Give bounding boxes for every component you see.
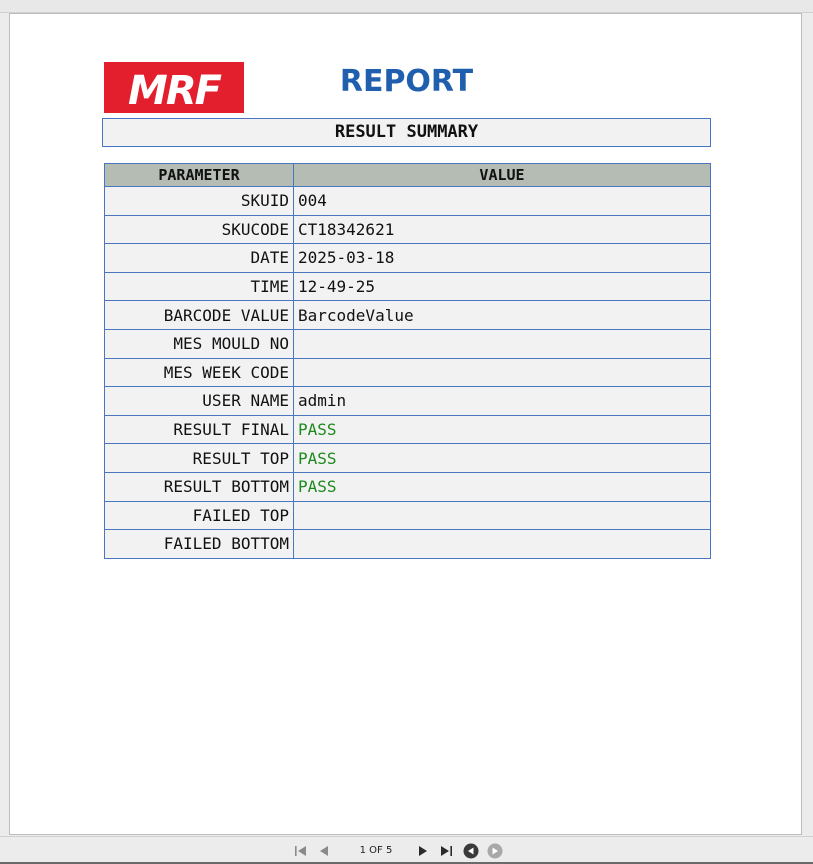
value-cell-pass: PASS bbox=[293, 443, 711, 473]
param-cell: USER NAME bbox=[104, 386, 294, 416]
table-row: RESULT BOTTOM PASS bbox=[104, 471, 711, 502]
table-row: BARCODE VALUE BarcodeValue bbox=[104, 300, 711, 330]
header-value: VALUE bbox=[293, 163, 711, 187]
value-cell: 2025-03-18 bbox=[293, 243, 711, 273]
table-row: SKUCODE CT18342621 bbox=[104, 214, 711, 245]
value-cell bbox=[293, 328, 711, 359]
value-cell bbox=[293, 529, 711, 559]
value-cell bbox=[293, 500, 711, 531]
table-row: MES MOULD NO bbox=[104, 328, 711, 359]
viewer-top-strip bbox=[0, 0, 813, 13]
value-cell-pass: PASS bbox=[293, 414, 711, 445]
value-cell: 12-49-25 bbox=[293, 271, 711, 302]
param-cell: FAILED TOP bbox=[104, 500, 294, 531]
table-row: FAILED BOTTOM bbox=[104, 529, 711, 559]
report-page: MRF REPORT RESULT SUMMARY PARAMETER VALU… bbox=[9, 13, 802, 835]
table-row: MES WEEK CODE bbox=[104, 357, 711, 388]
svg-text:MRF: MRF bbox=[128, 68, 222, 113]
table-row: FAILED TOP bbox=[104, 500, 711, 531]
forward-icon[interactable] bbox=[487, 843, 503, 859]
next-page-icon[interactable] bbox=[415, 843, 431, 859]
param-cell: FAILED BOTTOM bbox=[104, 529, 294, 559]
value-cell bbox=[293, 357, 711, 388]
param-cell: RESULT BOTTOM bbox=[104, 471, 294, 502]
last-page-icon[interactable] bbox=[438, 843, 454, 859]
param-cell: RESULT TOP bbox=[104, 443, 294, 473]
param-cell: MES MOULD NO bbox=[104, 328, 294, 359]
mrf-logo: MRF bbox=[104, 62, 244, 113]
param-cell: MES WEEK CODE bbox=[104, 357, 294, 388]
table-row: RESULT FINAL PASS bbox=[104, 414, 711, 445]
table-row: TIME 12-49-25 bbox=[104, 271, 711, 302]
param-cell: TIME bbox=[104, 271, 294, 302]
header-parameter: PARAMETER bbox=[104, 163, 294, 187]
report-title: REPORT bbox=[339, 64, 474, 99]
value-cell-pass: PASS bbox=[293, 471, 711, 502]
value-cell: admin bbox=[293, 386, 711, 416]
param-cell: DATE bbox=[104, 243, 294, 273]
value-cell: CT18342621 bbox=[293, 214, 711, 245]
value-cell: 004 bbox=[293, 186, 711, 216]
previous-page-icon[interactable] bbox=[316, 843, 332, 859]
param-cell: SKUCODE bbox=[104, 214, 294, 245]
table-row: USER NAME admin bbox=[104, 386, 711, 416]
page-indicator: 1 OF 5 bbox=[359, 845, 393, 856]
param-cell: BARCODE VALUE bbox=[104, 300, 294, 330]
param-cell: SKUID bbox=[104, 186, 294, 216]
table-row: DATE 2025-03-18 bbox=[104, 243, 711, 273]
table-row: RESULT TOP PASS bbox=[104, 443, 711, 473]
param-cell: RESULT FINAL bbox=[104, 414, 294, 445]
back-icon[interactable] bbox=[463, 843, 479, 859]
report-viewer-toolbar: 1 OF 5 bbox=[0, 836, 813, 864]
result-summary-title: RESULT SUMMARY bbox=[102, 118, 711, 147]
table-header-row: PARAMETER VALUE bbox=[104, 163, 711, 187]
value-cell: BarcodeValue bbox=[293, 300, 711, 330]
table-row: SKUID 004 bbox=[104, 186, 711, 216]
result-table: PARAMETER VALUE SKUID 004 SKUCODE CT183426… bbox=[104, 163, 711, 559]
first-page-icon[interactable] bbox=[293, 843, 309, 859]
